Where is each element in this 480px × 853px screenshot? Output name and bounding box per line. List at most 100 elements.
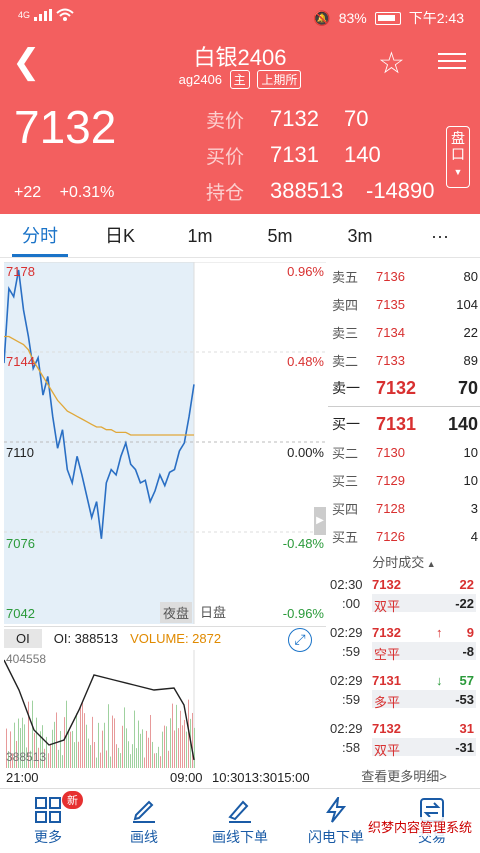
orderbook-level[interactable]: 买一 7131 140 (328, 410, 480, 438)
bid-quote: 买价 7131 140 (206, 142, 381, 169)
star-icon[interactable]: ☆ (378, 47, 405, 80)
volume-bar (140, 733, 141, 768)
nav-label: 画线 (130, 829, 158, 845)
divider (328, 406, 480, 407)
volume-bar (174, 730, 175, 768)
price-change: +22 +0.31% (14, 184, 128, 202)
volume-bar (50, 743, 51, 768)
volume-bar (168, 750, 169, 768)
tab-more[interactable]: ··· (431, 226, 449, 246)
bid-label: 买价 (206, 147, 245, 168)
orderbook-level[interactable]: 卖四 7135 104 (328, 290, 480, 318)
orderbook-level[interactable]: 买四 7128 3 (328, 494, 480, 522)
tab-3m[interactable]: 3m (347, 226, 373, 246)
volume-bar (172, 703, 173, 768)
volume-bar (54, 721, 55, 768)
y-tick-right: 0.48% (287, 354, 324, 369)
trade-change: -53 (455, 692, 474, 707)
orderbook-level[interactable]: 卖五 7136 80 (328, 262, 480, 290)
volume-bar (64, 717, 65, 768)
trade-type: 多平 (374, 695, 401, 710)
level-qty: 89 (463, 352, 478, 368)
trades-title-text: 分时成交 (372, 555, 425, 570)
clock: 下午2:43 (408, 10, 464, 26)
more-details-link[interactable]: 查看更多明细> (361, 769, 447, 784)
price-line-chart (4, 262, 326, 624)
orderbook-level[interactable]: 买五 7126 4 (328, 522, 480, 550)
battery-percent: 83% (338, 10, 367, 26)
nav-flash-order[interactable]: 闪电下单 (288, 789, 384, 853)
instrument-code: ag2406 (178, 72, 223, 87)
level-price: 7134 (376, 324, 405, 340)
volume-bar (112, 715, 113, 768)
trade-seconds: :58 (342, 740, 361, 755)
bid-volume: 140 (344, 142, 381, 167)
nav-more[interactable]: 新 更多 (0, 789, 96, 853)
level-qty: 10 (463, 444, 478, 460)
ask-quote: 卖价 7132 70 (206, 106, 368, 133)
back-icon[interactable]: ❮ (12, 43, 41, 81)
volume-bar (132, 744, 133, 768)
tab-timeshare[interactable]: 分时 (0, 216, 80, 257)
tab-1m[interactable]: 1m (187, 226, 213, 246)
y-tick-right: 0.00% (287, 445, 324, 460)
nav-label: 更多 (34, 829, 62, 845)
fullscreen-icon[interactable]: ⤢ (288, 628, 312, 652)
nav-draw-order[interactable]: 画线下单 (192, 789, 288, 853)
volume-bar (74, 742, 75, 768)
level-qty: 3 (470, 500, 478, 516)
instrument-title: 白银2406 (193, 45, 287, 70)
orderbook-level[interactable]: 卖一 7132 70 (328, 374, 480, 402)
plot-background (4, 262, 194, 624)
pankou-button[interactable]: 盘口 ▼ (446, 126, 470, 188)
tab-5m[interactable]: 5m (267, 226, 293, 246)
bottom-nav: 新 更多 画线 画线下单 闪电下单 交易 (0, 788, 480, 853)
expand-handle-icon[interactable]: ▶ (314, 507, 326, 535)
ask-label: 卖价 (206, 111, 245, 132)
level-label: 卖四 (332, 297, 359, 313)
orderbook-level[interactable]: 卖二 7133 89 (328, 346, 480, 374)
volume-bar (188, 699, 189, 768)
grid-icon (35, 797, 61, 823)
volume-bar (116, 744, 117, 768)
orderbook-level[interactable]: 买三 7129 10 (328, 466, 480, 494)
volume-bar (76, 713, 77, 768)
volume-bar (158, 746, 159, 768)
volume-bar (62, 755, 63, 768)
tab-daily-k[interactable]: 日K (104, 226, 135, 246)
volume-bar (30, 750, 31, 768)
ask-price: 7132 (270, 106, 319, 131)
level-price: 7126 (376, 528, 405, 544)
trade-type: 空平 (374, 647, 401, 662)
trade-type: 双平 (374, 743, 401, 758)
timeshare-chart[interactable]: 7178 7144 7110 7076 7042 0.96% 0.48% 0.0… (4, 262, 326, 624)
signal-icon (34, 9, 53, 21)
oi-tab[interactable]: OI (4, 629, 42, 648)
level-qty: 80 (463, 268, 478, 284)
level-label: 卖一 (332, 380, 360, 396)
orderbook-level[interactable]: 卖三 7134 22 (328, 318, 480, 346)
trade-volume: 9 (466, 625, 474, 640)
volume-bar (108, 704, 109, 768)
oi-line (3, 659, 195, 761)
trade-change: -31 (455, 740, 474, 755)
volume-bar (144, 757, 145, 768)
level-price: 7130 (376, 444, 405, 460)
level-price: 7132 (376, 377, 417, 398)
volume-bar (8, 751, 9, 768)
nav-draw-line[interactable]: 画线 (96, 789, 192, 853)
ask-levels: 卖五 7136 80 卖四 7135 104 卖三 7134 22 卖二 7133 89 卖一 7132 7… (328, 262, 480, 402)
trades-title[interactable]: 分时成交 ▲ (328, 552, 480, 574)
orderbook-level[interactable]: 买二 7130 10 (328, 438, 480, 466)
volume-bar (176, 704, 177, 768)
exchange-tag: 上期所 (257, 70, 302, 89)
menu-icon[interactable] (438, 48, 466, 74)
time-axis: 21:00 09:00 10:3013:3015:00 (4, 768, 326, 786)
oi-volume-chart: 404558 388513 (3, 650, 326, 768)
volume-bar (186, 731, 187, 768)
volume-bar (152, 741, 153, 768)
volume-bar (180, 710, 181, 768)
pencil-icon (133, 800, 155, 823)
volume-bar (32, 700, 33, 768)
trade-price: 7132 (372, 577, 401, 592)
